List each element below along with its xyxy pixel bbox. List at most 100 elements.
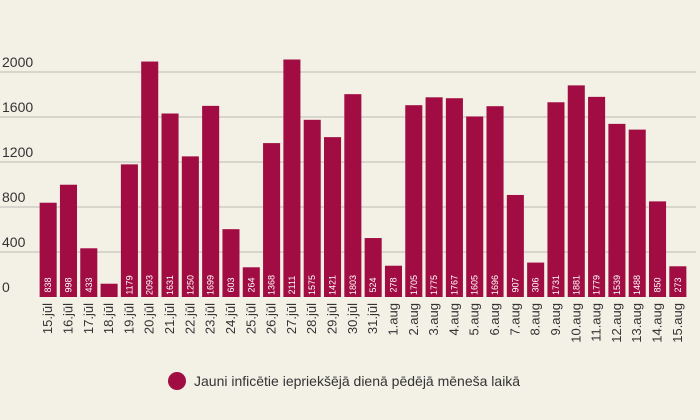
bar xyxy=(141,61,159,297)
bar-value-label: 524 xyxy=(368,277,378,292)
x-tick-label: 8.aug xyxy=(528,303,543,336)
x-tick-label: 10.aug xyxy=(568,303,583,343)
y-tick-label: 0 xyxy=(2,279,10,295)
bar-value-label: 907 xyxy=(510,277,520,292)
x-tick-label: 12.aug xyxy=(609,303,624,343)
x-tick-label: 17.jūl xyxy=(81,303,96,334)
bar xyxy=(506,194,524,297)
bar-value-label: 1179 xyxy=(124,275,134,294)
x-tick-label: 3.aug xyxy=(426,303,441,336)
bar-value-label: 1696 xyxy=(490,275,500,295)
y-tick-label: 1600 xyxy=(2,99,33,115)
x-tick-label: 2.aug xyxy=(406,303,421,336)
bar xyxy=(384,265,402,297)
legend-swatch xyxy=(168,372,186,390)
bar xyxy=(669,266,687,297)
bar-value-label: 1699 xyxy=(206,275,216,295)
x-tick-label: 13.aug xyxy=(629,303,644,343)
x-tick-label: 27.jūl xyxy=(284,303,299,334)
bar-value-labels: 838 998 433 1179 2093 1631 1250 1699 603 264 1368 2… xyxy=(43,275,683,295)
legend: Jauni inficētie iepriekšējā dienā pēdējā… xyxy=(168,372,520,390)
bar-value-label: 278 xyxy=(388,277,398,292)
bar-value-label: 1767 xyxy=(449,275,459,295)
bar xyxy=(324,137,342,297)
bar xyxy=(242,267,260,297)
x-tick-label: 20.jūl xyxy=(142,303,157,334)
bar-value-label: 1575 xyxy=(307,275,317,295)
x-tick-label: 4.aug xyxy=(446,303,461,336)
y-tick-label: 2000 xyxy=(2,54,33,70)
bar xyxy=(425,97,443,297)
bar-value-label: 998 xyxy=(63,277,73,292)
bar-value-label: 1881 xyxy=(571,275,581,295)
bar-value-label: 838 xyxy=(43,277,53,292)
x-tick-label: 19.jūl xyxy=(121,303,136,334)
bar-value-label: 264 xyxy=(246,277,256,292)
x-tick-label: 23.jūl xyxy=(203,303,218,334)
bar-value-label: 2111 xyxy=(287,276,297,295)
bar xyxy=(80,248,98,297)
bar xyxy=(628,129,646,297)
bar xyxy=(547,102,565,297)
bar xyxy=(303,119,321,297)
x-tick-label: 29.jūl xyxy=(325,303,340,334)
bar xyxy=(649,201,667,297)
bar xyxy=(39,202,57,297)
x-tick-label: 25.jūl xyxy=(243,303,258,334)
bar-value-label: 1421 xyxy=(328,275,338,295)
bar xyxy=(59,184,77,297)
x-tick-label: 1.aug xyxy=(385,303,400,336)
x-axis-ticks: 15.jūl 16.jūl 17.jūl 18.jūl 19.jūl 20.jūl 21.j… xyxy=(40,303,685,343)
x-tick-label: 9.aug xyxy=(548,303,563,336)
bar-value-label: 2093 xyxy=(145,275,155,295)
x-tick-label: 21.jūl xyxy=(162,303,177,334)
bar-value-label: 1779 xyxy=(592,275,602,295)
x-tick-label: 30.jūl xyxy=(345,303,360,334)
bars xyxy=(39,59,687,298)
bar xyxy=(283,59,301,298)
bar-value-label: 273 xyxy=(673,277,683,292)
bar-value-label: 1705 xyxy=(409,275,419,295)
x-tick-label: 5.aug xyxy=(467,303,482,336)
bar xyxy=(486,106,504,297)
y-tick-label: 400 xyxy=(2,234,26,250)
bar-value-label: 850 xyxy=(653,277,663,292)
x-tick-label: 11.aug xyxy=(589,303,604,342)
bar xyxy=(445,98,463,298)
x-tick-label: 14.aug xyxy=(650,303,665,343)
y-axis-ticks: 0 400 800 1200 1600 2000 xyxy=(2,54,33,295)
x-tick-label: 7.aug xyxy=(507,303,522,336)
bar xyxy=(120,164,138,297)
bar-value-label: 433 xyxy=(84,277,94,292)
bar xyxy=(527,262,545,297)
bar xyxy=(161,113,179,297)
bar-value-label: 1605 xyxy=(470,275,480,295)
x-tick-label: 22.jūl xyxy=(182,303,197,334)
bar xyxy=(608,123,626,297)
bar-value-label: 1631 xyxy=(165,275,175,295)
bar-value-label: 1250 xyxy=(185,275,195,295)
bar xyxy=(344,94,362,297)
bar-value-label: 1368 xyxy=(267,275,277,295)
bar-value-label: 1803 xyxy=(348,275,358,295)
x-tick-label: 31.jūl xyxy=(365,303,380,334)
bar-value-label: 603 xyxy=(226,277,236,292)
bar xyxy=(588,96,606,297)
x-tick-label: 15.aug xyxy=(670,303,685,343)
bar-value-label: 306 xyxy=(531,277,541,292)
bar xyxy=(263,143,281,297)
x-tick-label: 6.aug xyxy=(487,303,502,336)
bar xyxy=(364,238,382,297)
bar xyxy=(100,283,118,297)
bar xyxy=(567,85,585,297)
legend-label: Jauni inficētie iepriekšējā dienā pēdējā… xyxy=(194,373,521,389)
bar-value-label: 1539 xyxy=(612,275,622,295)
x-tick-label: 24.jūl xyxy=(223,303,238,334)
y-tick-label: 800 xyxy=(2,189,26,205)
x-tick-label: 15.jūl xyxy=(40,303,55,334)
bar-value-label: 1775 xyxy=(429,275,439,295)
x-tick-label: 28.jūl xyxy=(304,303,319,334)
bar xyxy=(202,105,220,297)
x-tick-label: 18.jūl xyxy=(101,303,116,334)
